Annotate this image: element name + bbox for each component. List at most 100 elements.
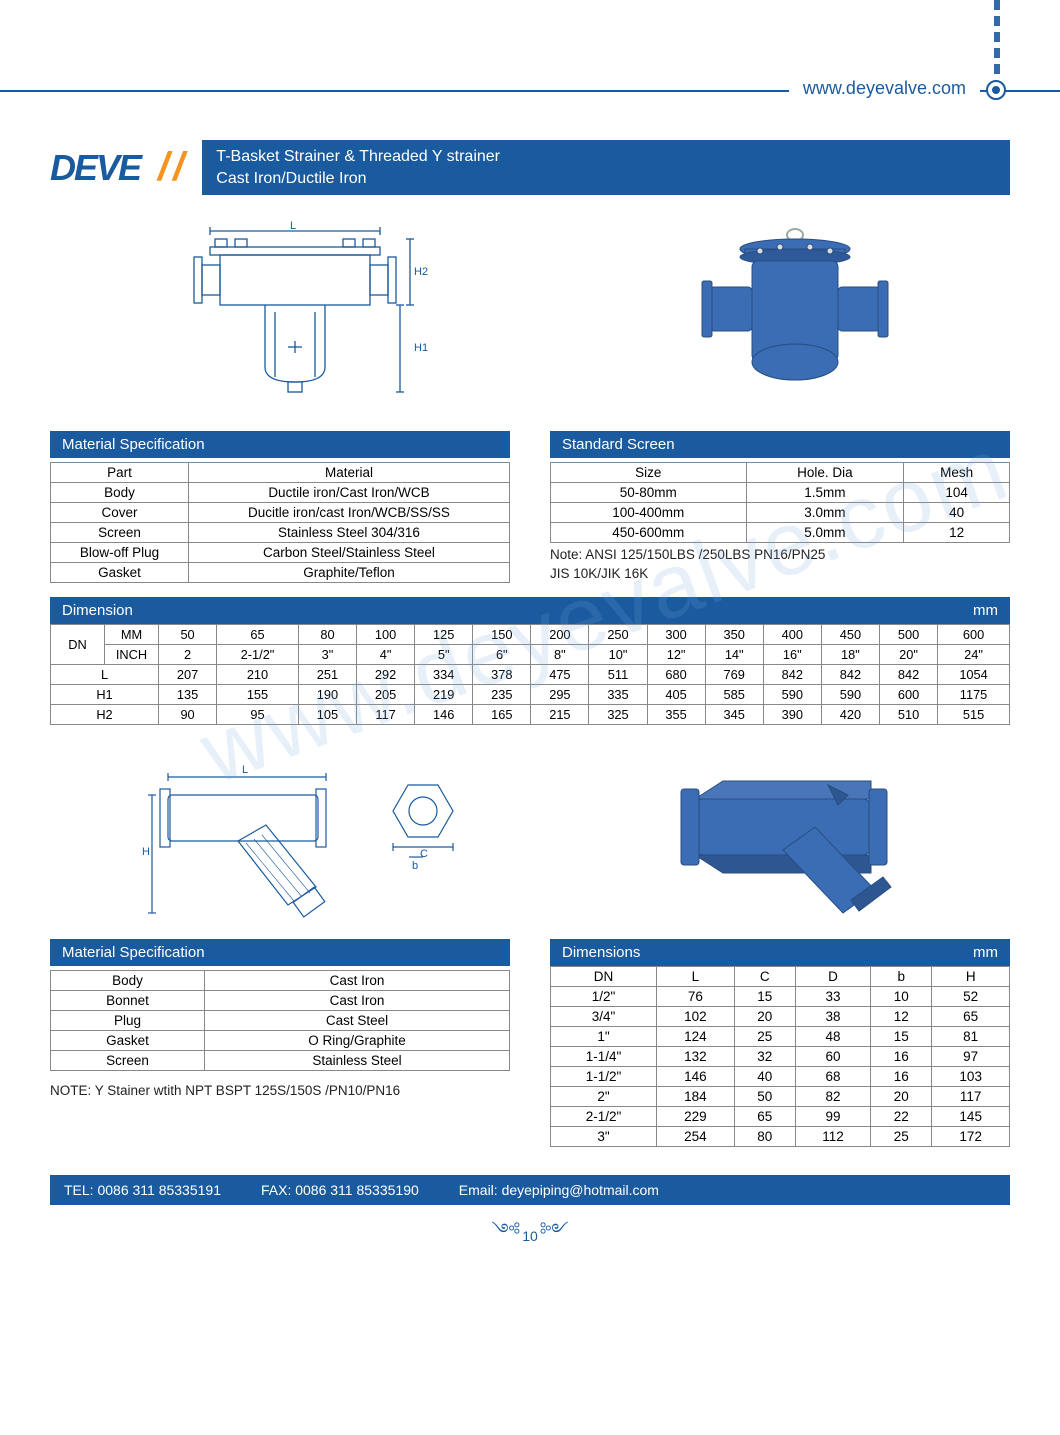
table-cell: 842 [879, 665, 937, 685]
brand-logo: DEVE [50, 147, 140, 189]
table-cell: 510 [879, 705, 937, 725]
table-cell: 184 [657, 1087, 735, 1107]
technical-diagram-2: L H C D b [138, 745, 458, 925]
table-cell: 68 [795, 1067, 870, 1087]
table-cell: Body [51, 483, 189, 503]
table-cell: Carbon Steel/Stainless Steel [188, 543, 509, 563]
table-cell: 190 [298, 685, 356, 705]
table-cell: 95 [217, 705, 299, 725]
table-cell: 680 [647, 665, 705, 685]
material-spec-table: Part Material BodyDuctile iron/Cast Iron… [50, 462, 510, 583]
svg-text:H1: H1 [414, 342, 428, 354]
dimension-header: Dimension mm [50, 597, 1010, 624]
svg-text:L: L [290, 220, 296, 232]
title-bar: T-Basket Strainer & Threaded Y strainer … [202, 140, 1010, 195]
table-cell: 16 [871, 1047, 932, 1067]
table-cell: DN [51, 625, 105, 665]
slash-icon: // [158, 145, 184, 190]
table-cell: L [51, 665, 159, 685]
table-cell: 2-1/2" [217, 645, 299, 665]
table-cell: 250 [589, 625, 647, 645]
table-cell: 515 [938, 705, 1010, 725]
table-cell: 405 [647, 685, 705, 705]
svg-text:H2: H2 [414, 266, 428, 278]
footer-fax: FAX: 0086 311 85335190 [261, 1182, 419, 1198]
product-photo-2 [673, 745, 923, 925]
table-cell: 842 [821, 665, 879, 685]
table-cell: 300 [647, 625, 705, 645]
table-cell: 10 [871, 987, 932, 1007]
svg-text:H: H [142, 846, 150, 858]
curl-left-icon: ༺ [491, 1211, 520, 1261]
table-cell: 81 [932, 1027, 1010, 1047]
table-cell: 235 [473, 685, 531, 705]
table-cell: 842 [763, 665, 821, 685]
table-cell: 345 [705, 705, 763, 725]
table-cell: 500 [879, 625, 937, 645]
table-cell: 1-1/4" [551, 1047, 657, 1067]
table-cell: 97 [932, 1047, 1010, 1067]
table-cell: 33 [795, 987, 870, 1007]
table-cell: Body [51, 971, 205, 991]
table-cell: 1054 [938, 665, 1010, 685]
table-cell: H1 [51, 685, 159, 705]
table-cell: 24" [938, 645, 1010, 665]
footer-tel: TEL: 0086 311 85335191 [64, 1182, 221, 1198]
table-cell: 6" [473, 645, 531, 665]
table-cell: 12" [647, 645, 705, 665]
technical-diagram-1: L H1 H2 [160, 217, 430, 417]
table-cell: 3" [298, 645, 356, 665]
material-spec2-header: Material Specification [50, 939, 510, 966]
table-cell: 2" [551, 1087, 657, 1107]
table-cell: C [734, 967, 795, 987]
table-cell: Stainless Steel 304/316 [188, 523, 509, 543]
table-cell: 295 [531, 685, 589, 705]
table-cell: 10" [589, 645, 647, 665]
table-cell: L [657, 967, 735, 987]
table-cell: 20 [734, 1007, 795, 1027]
table-cell: 16" [763, 645, 821, 665]
table-cell: 135 [159, 685, 217, 705]
table-cell: 100-400mm [551, 503, 747, 523]
table-cell: Ductile iron/Cast Iron/WCB [188, 483, 509, 503]
table-cell: Plug [51, 1011, 205, 1031]
table-cell: DN [551, 967, 657, 987]
table-cell: 117 [932, 1087, 1010, 1107]
table-cell: Blow-off Plug [51, 543, 189, 563]
table-cell: 251 [298, 665, 356, 685]
table-cell: 150 [473, 625, 531, 645]
header-url: www.deyevalve.com [789, 78, 980, 99]
table-cell: Cast Iron [204, 971, 509, 991]
table-cell: 20" [879, 645, 937, 665]
product-photo-1 [690, 217, 900, 417]
table-cell: Cover [51, 503, 189, 523]
table-cell: 50 [734, 1087, 795, 1107]
table-cell: 105 [298, 705, 356, 725]
table-cell: 3" [551, 1127, 657, 1147]
table-cell: 50-80mm [551, 483, 747, 503]
table-cell: 65 [734, 1107, 795, 1127]
table-cell: 60 [795, 1047, 870, 1067]
table-cell: 769 [705, 665, 763, 685]
title-line2: Cast Iron/Ductile Iron [216, 168, 996, 190]
svg-text:b: b [412, 860, 418, 872]
table-cell: 5" [415, 645, 473, 665]
table-cell: 76 [657, 987, 735, 1007]
table-cell: 210 [217, 665, 299, 685]
svg-text:L: L [242, 764, 248, 776]
table-cell: 205 [357, 685, 415, 705]
table-cell: 48 [795, 1027, 870, 1047]
dimensions2-table: DNLCDbH 1/2"76153310523/4"102203812651"1… [550, 966, 1010, 1147]
table-cell: 475 [531, 665, 589, 685]
table-cell: 50 [159, 625, 217, 645]
table-cell: 146 [415, 705, 473, 725]
table-cell: 90 [159, 705, 217, 725]
table-cell: 8" [531, 645, 589, 665]
table-cell: Cast Steel [204, 1011, 509, 1031]
table-cell: 511 [589, 665, 647, 685]
table-cell: 2-1/2" [551, 1107, 657, 1127]
table-cell: O Ring/Graphite [204, 1031, 509, 1051]
table-cell: 99 [795, 1107, 870, 1127]
ring-icon [986, 80, 1006, 100]
table-cell: 450 [821, 625, 879, 645]
